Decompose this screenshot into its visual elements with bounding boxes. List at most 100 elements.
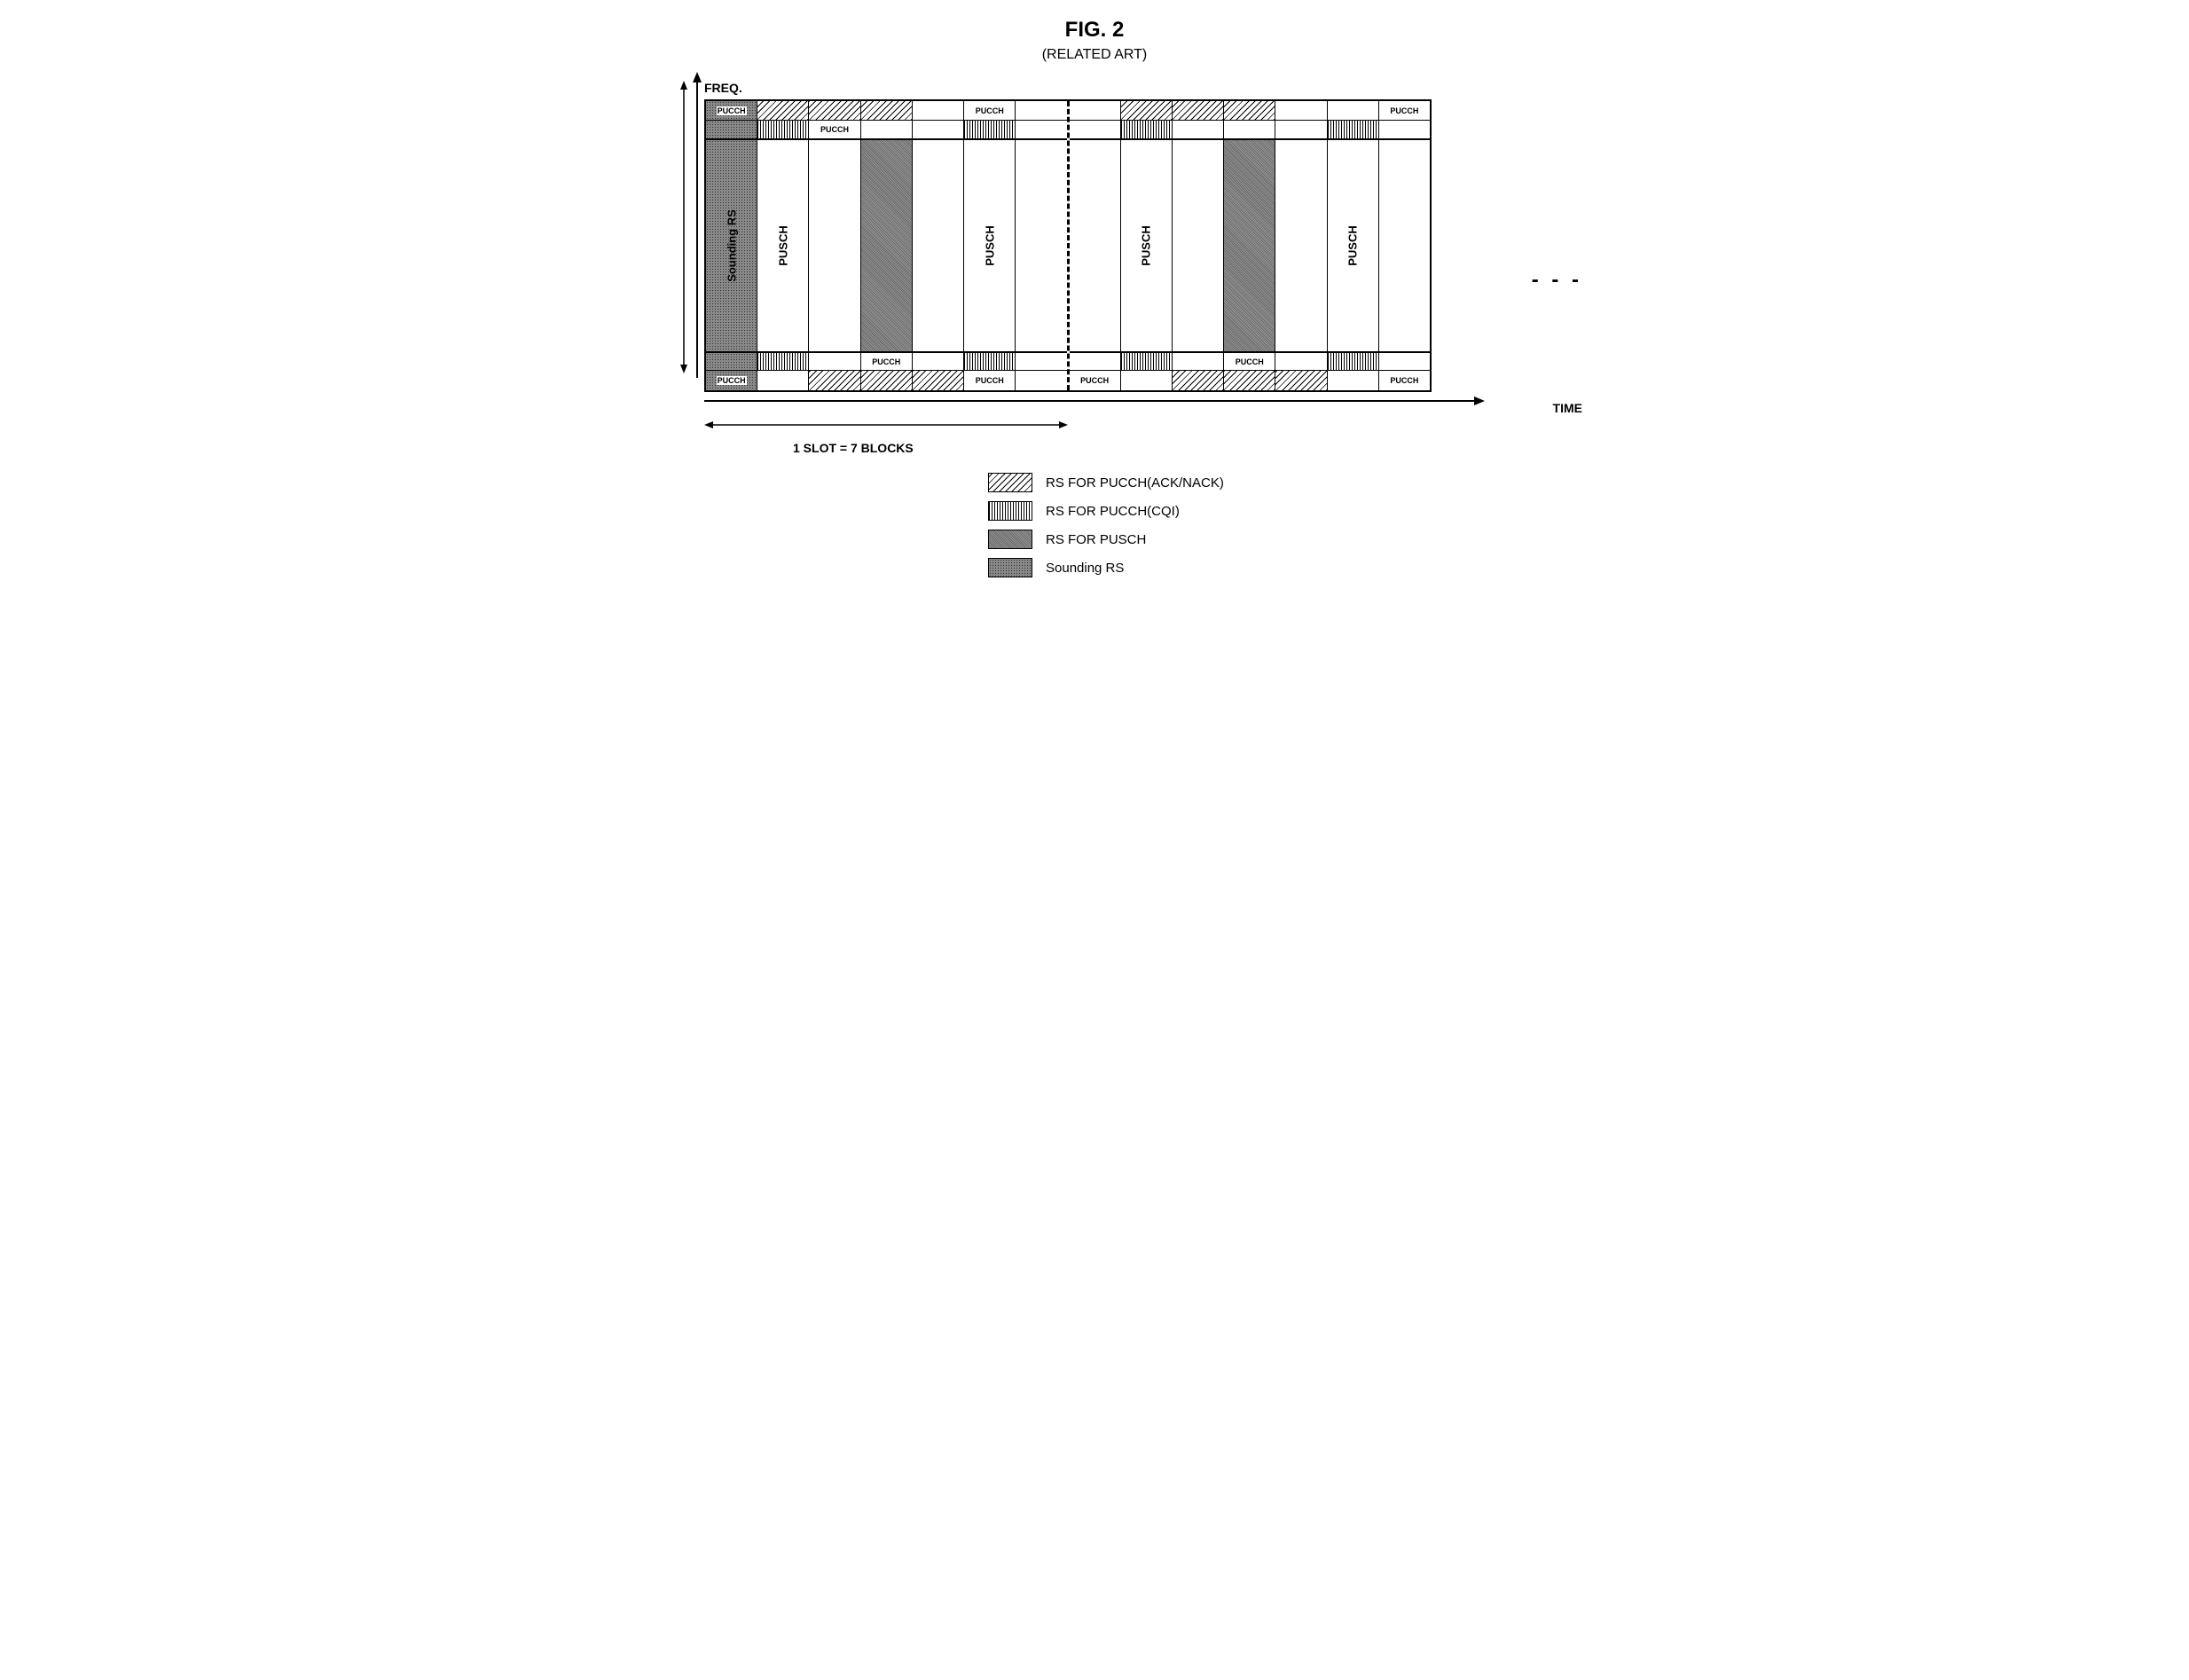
pucch-block [757, 353, 809, 370]
pucch-block [1070, 121, 1121, 138]
pucch-block: PUCCH [964, 101, 1016, 120]
pucch-block [964, 121, 1016, 138]
pucch-block [1224, 101, 1275, 120]
legend-label: RS FOR PUCCH(CQI) [1046, 504, 1180, 519]
slot: PUCCHPUCCHPUCCHSounding RSPUSCHPUSCHPUCC… [706, 101, 1067, 390]
main-block [861, 140, 913, 351]
pucch-block [1275, 371, 1327, 390]
pucch-block [1070, 353, 1121, 370]
pucch-block: PUCCH [1379, 101, 1430, 120]
pucch-block [757, 101, 809, 120]
pucch-block [1016, 353, 1066, 370]
main-block [1379, 140, 1430, 351]
pucch-block: PUCCH [1224, 353, 1275, 370]
pucch-block [1173, 121, 1224, 138]
track [1070, 121, 1431, 140]
slot-span-arrow [704, 419, 1068, 439]
block-label: PUCCH [1389, 376, 1419, 385]
pucch-block [1016, 121, 1066, 138]
track: PUCCH [1070, 351, 1431, 371]
figure-subtitle: (RELATED ART) [651, 47, 1538, 63]
pucch-block [1275, 101, 1327, 120]
block-label: PUSCH [1346, 225, 1360, 266]
pucch-block [1121, 353, 1173, 370]
pucch-block [1328, 353, 1379, 370]
main-block: PUSCH [757, 140, 809, 351]
pucch-block [706, 353, 757, 370]
pucch-block [1328, 121, 1379, 138]
pucch-block [1275, 353, 1327, 370]
legend-swatch [988, 501, 1032, 521]
legend-item: RS FOR PUCCH(CQI) [988, 501, 1538, 521]
pucch-block [913, 353, 964, 370]
pucch-block [1121, 101, 1173, 120]
pucch-block [1275, 121, 1327, 138]
pucch-block [809, 353, 860, 370]
pucch-block [757, 371, 809, 390]
block-label: PUCCH [1079, 376, 1110, 385]
legend-item: Sounding RS [988, 558, 1538, 577]
figure-title: FIG. 2 [651, 18, 1538, 43]
pucch-block [1016, 371, 1066, 390]
pucch-block: PUCCH [1070, 371, 1121, 390]
main-block [913, 140, 964, 351]
track: PUCCH PUCCH [706, 371, 1067, 390]
pucch-block [1379, 121, 1430, 138]
legend-swatch [988, 530, 1032, 549]
track: PUCCH PUCCH [706, 101, 1067, 121]
resource-grid: PUCCHPUCCHPUCCHSounding RSPUSCHPUSCHPUCC… [704, 99, 1432, 392]
track: PUSCH PUSCH [1070, 140, 1431, 351]
time-axis: TIME [704, 396, 1538, 419]
legend-item: RS FOR PUCCH(ACK/NACK) [988, 473, 1538, 492]
pucch-block: PUCCH [809, 121, 860, 138]
block-label: PUCCH [1235, 357, 1265, 366]
main-block [809, 140, 860, 351]
pucch-block [1121, 121, 1173, 138]
main-block [1016, 140, 1066, 351]
block-label: PUSCH [1140, 225, 1153, 266]
track: PUCCH [706, 121, 1067, 140]
pucch-block: PUCCH [706, 101, 757, 120]
pucch-block: PUCCH [964, 371, 1016, 390]
block-label: PUCCH [717, 376, 747, 385]
track: PUCCH PUCCH [1070, 371, 1431, 390]
diagram-area: FREQ. SYSTEM BANDWIDTH PUCCHPUCCHPUCCHSo… [704, 81, 1538, 455]
slot-label: 1 SLOT = 7 BLOCKS [793, 441, 1538, 455]
legend-label: Sounding RS [1046, 561, 1124, 576]
main-block [1224, 140, 1275, 351]
continuation-dots: - - - [1532, 268, 1582, 293]
block-label: PUCCH [871, 357, 901, 366]
pucch-block [1379, 353, 1430, 370]
block-label: PUCCH [717, 106, 747, 115]
pucch-block: PUCCH [861, 353, 913, 370]
legend-label: RS FOR PUSCH [1046, 532, 1146, 547]
legend-swatch [988, 558, 1032, 577]
time-axis-label: TIME [1553, 401, 1582, 415]
pucch-block: PUCCH [1379, 371, 1430, 390]
pucch-block [913, 121, 964, 138]
main-block: PUSCH [964, 140, 1016, 351]
track: PUCCH [1070, 101, 1431, 121]
pucch-block [809, 371, 860, 390]
block-label: PUCCH [975, 106, 1005, 115]
pucch-block [964, 353, 1016, 370]
slot: PUCCH PUSCH PUSCH PUCCH PUCCH PUCCH [1067, 101, 1431, 390]
freq-axis-label: FREQ. [704, 81, 1538, 95]
pucch-block [1173, 101, 1224, 120]
pucch-block [861, 121, 913, 138]
pucch-block [1016, 101, 1066, 120]
main-block: PUSCH [1328, 140, 1379, 351]
pucch-block [1224, 371, 1275, 390]
legend-swatch [988, 473, 1032, 492]
pucch-block [861, 101, 913, 120]
main-block: Sounding RS [706, 140, 757, 351]
pucch-block [1173, 353, 1224, 370]
pucch-block [809, 101, 860, 120]
pucch-block [757, 121, 809, 138]
pucch-block [1328, 101, 1379, 120]
track: Sounding RS PUSCH PUSCH [706, 140, 1067, 351]
pucch-block [1328, 371, 1379, 390]
bandwidth-arrow [678, 81, 690, 455]
block-label: Sounding RS [725, 209, 738, 282]
pucch-block [861, 371, 913, 390]
